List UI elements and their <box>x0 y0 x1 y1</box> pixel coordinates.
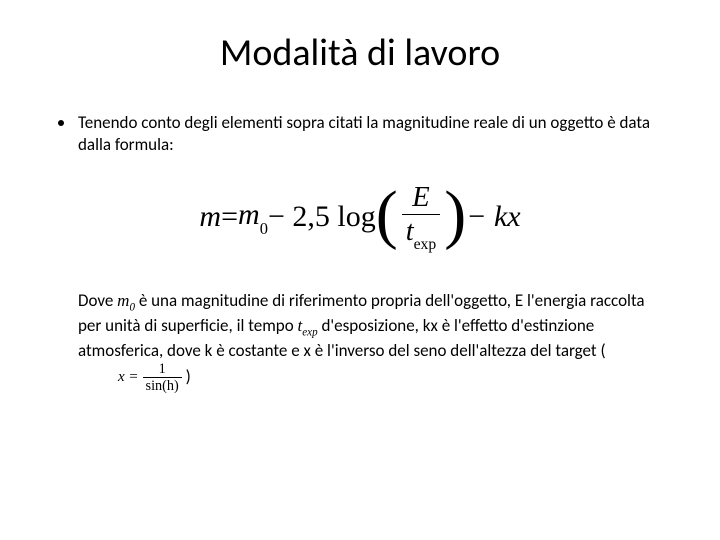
x-fraction: 1 sin(h) <box>143 362 182 394</box>
inline-m0: m0 <box>117 291 135 310</box>
var-m0: m0 <box>238 198 268 236</box>
desc-text-1: Dove <box>78 290 117 311</box>
frac-bar-icon <box>402 214 441 215</box>
bullet-dot-icon <box>58 120 64 126</box>
den-t: t <box>406 216 414 247</box>
left-paren-icon: ( <box>376 189 398 242</box>
x-den: sin(h) <box>143 379 182 393</box>
magnitude-formula: m = m0 − 2,5 log ( E texp ) − kx <box>199 184 520 250</box>
x-num: 1 <box>156 362 169 376</box>
minus-25log: − 2,5 log <box>268 200 376 234</box>
inline-t-sub: exp <box>302 326 317 338</box>
x-eq: x = <box>118 368 139 388</box>
m0-sub: 0 <box>260 219 268 238</box>
slide-title: Modalità di lavoro <box>50 30 670 76</box>
inline-x-formula: x = 1 sin(h) <box>118 362 182 394</box>
bullet-text: Tenendo conto degli elementi sopra citat… <box>78 112 670 156</box>
desc-text-4: ) <box>186 365 191 386</box>
description-paragraph: Dove m0 è una magnitudine di riferimento… <box>78 290 670 393</box>
right-paren-icon: ) <box>444 189 466 242</box>
inline-m0-base: m <box>117 291 129 310</box>
den-sub: exp <box>414 236 437 253</box>
fraction: E texp <box>402 184 441 250</box>
tail-term: − kx <box>466 200 520 234</box>
frac-denominator: texp <box>402 216 441 250</box>
inline-texp: texp <box>298 316 318 335</box>
m0-base: m <box>238 198 260 231</box>
var-m: m <box>199 200 221 234</box>
slide: Modalità di lavoro Tenendo conto degli e… <box>0 0 720 540</box>
frac-numerator: E <box>408 184 433 213</box>
formula-block: m = m0 − 2,5 log ( E texp ) − kx <box>50 184 670 250</box>
equals: = <box>221 200 238 234</box>
bullet-item: Tenendo conto degli elementi sopra citat… <box>50 112 670 156</box>
inline-m0-sub: 0 <box>129 301 135 313</box>
